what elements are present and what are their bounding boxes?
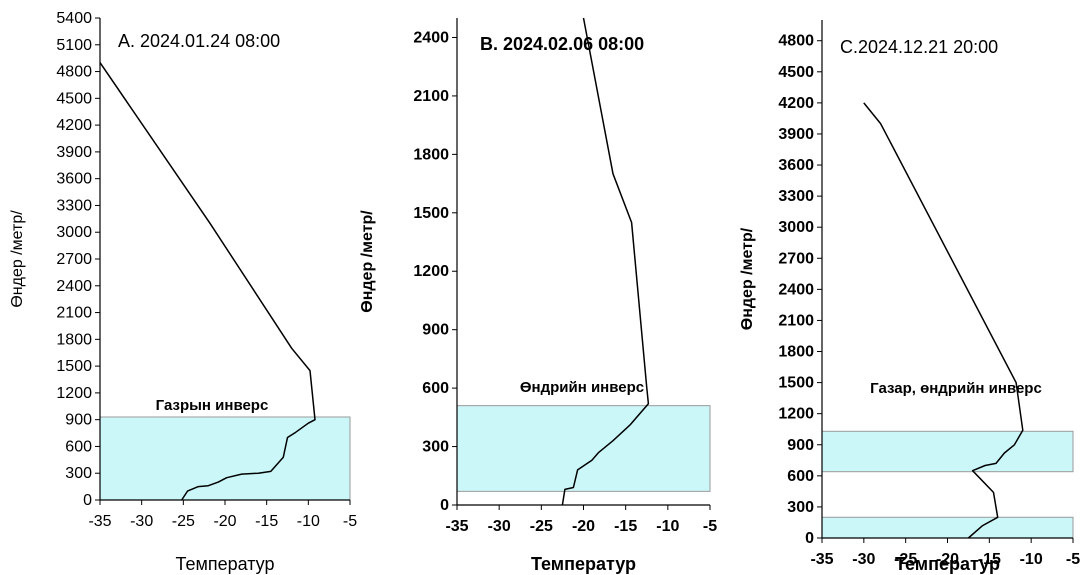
y-tick-label: 600 — [65, 438, 92, 455]
y-tick-label: 900 — [787, 437, 814, 454]
y-tick-label: 1500 — [56, 358, 92, 375]
x-tick-label: -10 — [297, 513, 320, 530]
y-tick-label: 2400 — [778, 281, 814, 298]
y-tick-label: 2700 — [778, 250, 814, 267]
y-tick-label: 0 — [83, 492, 92, 509]
inversion-band-label: Газрын инверс — [156, 397, 269, 414]
y-tick-label: 4800 — [56, 64, 92, 81]
x-tick-label: -20 — [936, 551, 959, 568]
x-tick-label: -35 — [445, 518, 468, 535]
y-tick-label: 900 — [65, 412, 92, 429]
y-tick-label: 5400 — [56, 10, 92, 27]
temperature-profile-line — [99, 62, 316, 501]
y-tick-label: 2100 — [413, 88, 449, 105]
y-tick-label: 3600 — [56, 171, 92, 188]
y-tick-label: 4500 — [56, 90, 92, 107]
y-tick-label: 600 — [422, 380, 449, 397]
y-tick-label: 2700 — [56, 251, 92, 268]
x-tick-label: -25 — [894, 551, 917, 568]
y-tick-label: 300 — [787, 499, 814, 516]
x-tick-label: -25 — [530, 518, 553, 535]
x-axis-label: Температур — [531, 554, 636, 574]
chart-panel-1: Газрын инверс 0 300 600 900 1200 1500 1800 2100 2… — [9, 10, 357, 574]
y-tick-label: 4800 — [778, 33, 814, 50]
x-tick-label: -35 — [810, 551, 833, 568]
panel-title: C.2024.12.21 20:00 — [840, 37, 998, 57]
y-tick-label: 1200 — [56, 385, 92, 402]
y-tick-label: 2400 — [56, 278, 92, 295]
inversion-band — [821, 430, 1074, 473]
x-axis-label: Температур — [175, 554, 274, 574]
y-tick-label: 300 — [65, 465, 92, 482]
inversion-band-label: Газар, өндрийн инверс — [870, 380, 1042, 397]
y-axis-label: Өндер /метр/ — [359, 210, 376, 313]
y-tick-label: 0 — [440, 497, 449, 514]
x-tick-label: -30 — [852, 551, 875, 568]
y-tick-label: 600 — [787, 468, 814, 485]
x-axis-label: Температур — [895, 554, 1000, 574]
y-tick-label: 3900 — [56, 144, 92, 161]
y-tick-label: 2100 — [56, 305, 92, 322]
y-tick-label: 900 — [422, 322, 449, 339]
inversion-band — [821, 516, 1074, 539]
x-tick-label: -5 — [703, 518, 717, 535]
y-tick-label: 1800 — [778, 344, 814, 361]
x-tick-label: -30 — [130, 513, 153, 530]
panel-title: B. 2024.02.06 08:00 — [480, 34, 644, 54]
inversion-band-label: Өндрийн инверс — [520, 379, 644, 396]
y-tick-label: 1200 — [778, 406, 814, 423]
x-tick-label: -15 — [978, 551, 1001, 568]
y-tick-label: 3900 — [778, 126, 814, 143]
y-tick-label: 2100 — [778, 312, 814, 329]
y-tick-label: 3000 — [56, 224, 92, 241]
y-tick-label: 4200 — [56, 117, 92, 134]
temperature-profile-line — [863, 102, 1024, 539]
x-tick-label: -10 — [656, 518, 679, 535]
chart-panel-3: Газар, өндрийн инверс 0 300 600 900 1200 1500 1… — [739, 20, 1080, 574]
y-tick-label: 0 — [805, 530, 814, 547]
x-tick-label: -20 — [572, 518, 595, 535]
y-tick-label: 300 — [422, 439, 449, 456]
x-tick-label: -5 — [343, 513, 357, 530]
y-tick-label: 4500 — [778, 64, 814, 81]
temperature-profile-line — [561, 17, 650, 506]
y-axis-label: Өндер /метр/ — [9, 210, 26, 308]
y-tick-label: 5100 — [56, 37, 92, 54]
x-tick-label: -15 — [614, 518, 637, 535]
y-tick-label: 1800 — [413, 146, 449, 163]
x-tick-label: -20 — [213, 513, 236, 530]
panel-title: A. 2024.01.24 08:00 — [118, 31, 280, 51]
y-tick-label: 3300 — [56, 197, 92, 214]
x-tick-label: -15 — [255, 513, 278, 530]
y-tick-label: 1800 — [56, 331, 92, 348]
y-tick-label: 3600 — [778, 157, 814, 174]
x-tick-label: -35 — [88, 513, 111, 530]
y-tick-label: 1500 — [413, 205, 449, 222]
x-tick-label: -30 — [488, 518, 511, 535]
y-axis-label: Өндер /метр/ — [739, 227, 756, 330]
chart-panel-2: Өндрийн инверс 0 300 600 900 1200 1500 1800 2100… — [359, 17, 717, 574]
x-tick-label: -10 — [1020, 551, 1043, 568]
y-tick-label: 3300 — [778, 188, 814, 205]
y-tick-label: 3000 — [778, 219, 814, 236]
y-tick-label: 1500 — [778, 375, 814, 392]
x-tick-label: -5 — [1066, 551, 1080, 568]
y-tick-label: 2400 — [413, 29, 449, 46]
x-tick-label: -25 — [172, 513, 195, 530]
y-tick-label: 1200 — [413, 263, 449, 280]
inversion-band — [456, 405, 711, 492]
inversion-band — [99, 416, 351, 501]
y-tick-label: 4200 — [778, 95, 814, 112]
